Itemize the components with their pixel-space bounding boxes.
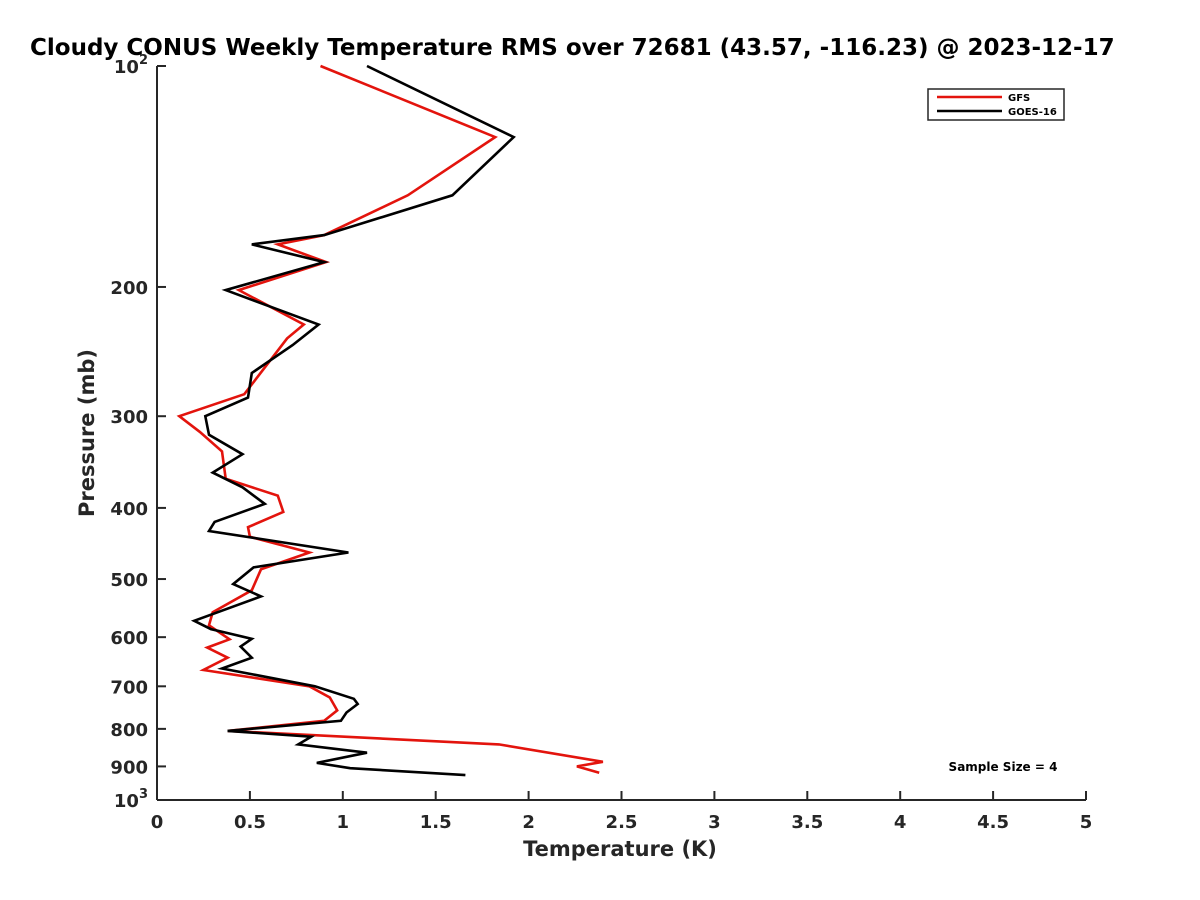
plot-area: 0 0.5 1 1.5 2 2.5 3 3.5 4 4.5 5 102 200 300 400 500 600…	[110, 53, 1092, 833]
y-tick-label: 800	[110, 720, 148, 741]
series-layer	[176, 64, 604, 777]
legend-entry-label: GOES-16	[1008, 107, 1057, 118]
x-tick-label: 5	[1080, 812, 1093, 833]
x-tick-label: 3	[708, 812, 721, 833]
x-tick-label: 0.5	[234, 812, 266, 833]
x-tick-label: 2.5	[606, 812, 638, 833]
y-tick-label: 300	[110, 407, 148, 428]
y-tick-label: 700	[110, 677, 148, 698]
x-tick-label: 4	[894, 812, 907, 833]
y-tick-label: 500	[110, 570, 148, 591]
x-axis: 0 0.5 1 1.5 2 2.5 3 3.5 4 4.5 5	[151, 791, 1093, 833]
y-tick-label: 103	[114, 787, 148, 812]
y-tick-label: 400	[110, 499, 148, 520]
y-axis-label: Pressure (mb)	[75, 349, 99, 517]
x-axis-label: Temperature (K)	[523, 837, 717, 861]
y-axis: 102 200 300 400 500 600 700 800 900 103	[110, 53, 166, 812]
x-tick-label: 0	[151, 812, 164, 833]
x-tick-label: 1	[337, 812, 350, 833]
chart-title: Cloudy CONUS Weekly Temperature RMS over…	[30, 35, 1115, 61]
sample-size-annotation: Sample Size = 4	[949, 760, 1058, 774]
series-line-goes-16	[190, 64, 516, 777]
series-line-gfs	[176, 64, 604, 774]
y-tick-label: 102	[114, 53, 148, 78]
x-tick-label: 1.5	[420, 812, 452, 833]
x-tick-label: 4.5	[977, 812, 1009, 833]
x-tick-label: 2	[522, 812, 535, 833]
y-tick-label: 200	[110, 278, 148, 299]
legend-box	[927, 88, 1065, 121]
y-tick-label: 900	[110, 757, 148, 778]
legend-entry-label: GFS	[1008, 93, 1030, 104]
legend: GFS GOES-16	[927, 88, 1065, 121]
y-tick-label: 600	[110, 628, 148, 649]
x-tick-label: 3.5	[791, 812, 823, 833]
